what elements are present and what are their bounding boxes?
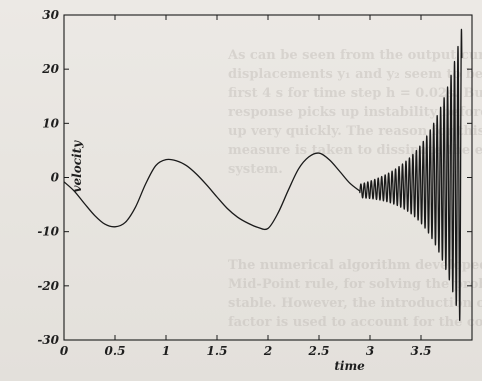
x-tick-label: 3.5 bbox=[411, 344, 432, 358]
plot-frame bbox=[63, 14, 473, 341]
x-tick-label: 2.5 bbox=[308, 344, 330, 358]
background-line: response picks up instability before t =… bbox=[228, 105, 482, 120]
y-tick-label: 0 bbox=[51, 171, 60, 185]
x-tick-label: 1.5 bbox=[207, 344, 228, 358]
background-line: first 4 s for time step h = 0.02s. But t… bbox=[228, 86, 482, 101]
y-axis-title: velocity bbox=[70, 140, 84, 193]
background-line: As can be seen from the output curves, bbox=[228, 48, 482, 63]
x-tick-label: 3 bbox=[366, 344, 374, 358]
x-tick-label: 1 bbox=[162, 344, 170, 358]
y-tick-label: 20 bbox=[41, 62, 59, 76]
chart-data-layer bbox=[63, 28, 463, 322]
x-tick-label: 0 bbox=[60, 344, 69, 358]
background-line: up very quickly. The reason for this is bbox=[228, 124, 482, 139]
background-line: stable. However, the introduction of the… bbox=[228, 296, 482, 311]
background-line: system. bbox=[228, 162, 283, 177]
background-line: measure is taken to dissipate the energy… bbox=[228, 143, 482, 158]
chart-axes-layer bbox=[63, 14, 473, 341]
y-tick-label: 10 bbox=[42, 116, 59, 130]
background-paragraph-2: The numerical algorithm developed, based… bbox=[228, 256, 482, 332]
x-tick-label: 0.5 bbox=[105, 344, 126, 358]
y-tick-label: 30 bbox=[42, 8, 59, 22]
velocity-series-line bbox=[63, 28, 463, 322]
background-line: displacements y₁ and y₂ seem to be stabl… bbox=[228, 67, 482, 82]
y-tick-label: -30 bbox=[37, 333, 59, 347]
background-paragraph-1: As can be seen from the output curves, d… bbox=[228, 46, 482, 179]
y-tick-label: -10 bbox=[37, 225, 59, 239]
x-tick-label: 2 bbox=[263, 344, 272, 358]
background-line: The numerical algorithm developed, based… bbox=[228, 258, 482, 273]
background-line: Mid-Point rule, for solving the problem … bbox=[228, 277, 482, 292]
x-axis-title: time bbox=[334, 359, 365, 373]
background-line: factor is used to account for the cons bbox=[228, 315, 482, 330]
y-tick-label: -20 bbox=[37, 279, 59, 293]
chart-label-layer: -30 -20 -10 0 10 20 30 0 0.5 1 1.5 2 2.5 3 3.5 time velo… bbox=[37, 8, 431, 373]
